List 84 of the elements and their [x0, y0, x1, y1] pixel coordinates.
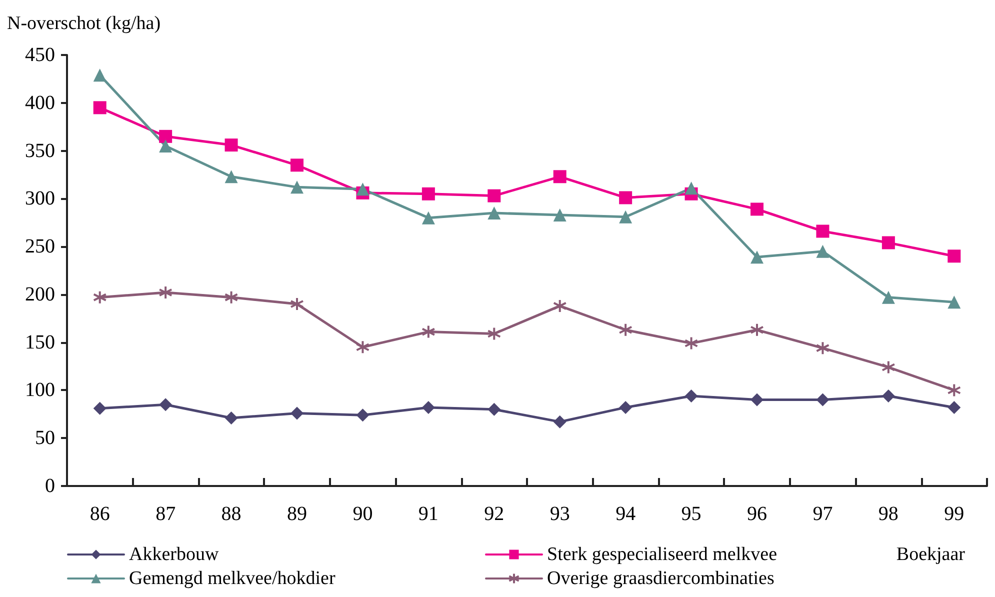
x-tick-label: 92: [484, 503, 504, 525]
point: [750, 250, 764, 264]
point: [619, 191, 632, 204]
point: [93, 402, 106, 415]
point: [750, 202, 764, 216]
legend-label: Sterk gespecialiseerd melkvee: [547, 544, 778, 565]
point: [553, 415, 566, 428]
y-tick-label: 100: [25, 379, 55, 402]
x-tick-label: 93: [550, 503, 570, 525]
point: [224, 170, 238, 184]
point: [487, 326, 502, 341]
y-tick-label: 0: [45, 475, 55, 497]
point: [816, 341, 830, 356]
x-tick-label: 95: [681, 503, 702, 525]
x-tick-label: 86: [90, 503, 110, 525]
y-tick-label: 150: [25, 331, 55, 354]
point: [948, 296, 961, 309]
point: [618, 322, 633, 337]
point: [488, 402, 501, 416]
x-axis-title: Boekjaar: [896, 544, 966, 565]
point: [816, 244, 830, 258]
point: [422, 187, 435, 200]
point: [224, 290, 238, 304]
x-tick-label: 91: [418, 503, 438, 525]
legend-label: Overige graasdiercombinaties: [547, 568, 774, 589]
point: [684, 182, 698, 195]
legend-label: Akkerbouw: [129, 544, 219, 565]
point: [422, 400, 435, 414]
point: [881, 360, 896, 374]
y-tick-label: 200: [25, 283, 55, 306]
x-tick-label: 98: [878, 503, 898, 525]
y-tick-label: 50: [35, 427, 55, 450]
point: [93, 68, 106, 82]
point: [948, 400, 961, 414]
point: [488, 189, 501, 202]
point: [159, 139, 172, 152]
point: [882, 236, 895, 250]
point: [948, 250, 961, 263]
x-tick-label: 94: [616, 503, 636, 525]
point: [816, 393, 830, 406]
y-tick-label: 300: [25, 188, 55, 210]
point: [290, 180, 304, 194]
x-tick-label: 96: [747, 503, 767, 525]
point: [553, 208, 566, 222]
point: [619, 210, 632, 224]
point: [356, 182, 370, 196]
point: [750, 322, 764, 337]
point: [290, 406, 304, 420]
point: [947, 383, 962, 398]
y-tick-label: 250: [25, 236, 55, 258]
point: [290, 158, 304, 172]
x-tick-label: 90: [352, 503, 373, 525]
x-tick-label: 89: [287, 503, 307, 525]
point: [882, 290, 895, 304]
y-tick-label: 350: [25, 140, 55, 162]
y-axis-title: N-overschot (kg/ha): [7, 13, 161, 34]
point: [422, 211, 435, 224]
point: [224, 138, 238, 152]
x-tick-label: 97: [812, 503, 833, 525]
point: [159, 398, 172, 412]
x-tick-label: 87: [156, 503, 176, 525]
point: [553, 170, 566, 184]
point: [290, 297, 304, 312]
x-tick-label: 88: [221, 503, 242, 525]
point: [816, 224, 830, 238]
point: [488, 206, 501, 220]
y-tick-label: 400: [25, 92, 55, 114]
x-tick-label: 99: [944, 503, 964, 525]
point: [224, 412, 238, 424]
point: [92, 290, 107, 304]
point: [356, 408, 370, 422]
point: [552, 298, 567, 313]
point: [93, 101, 106, 114]
point: [684, 389, 698, 402]
point: [882, 389, 895, 402]
y-tick-label: 450: [25, 44, 55, 66]
point: [421, 324, 436, 339]
legend-label: Gemengd melkvee/hokdier: [129, 568, 336, 589]
point: [356, 340, 370, 354]
point: [158, 286, 173, 300]
point: [159, 130, 172, 143]
point: [684, 336, 698, 350]
point: [619, 400, 632, 414]
point: [750, 393, 764, 406]
